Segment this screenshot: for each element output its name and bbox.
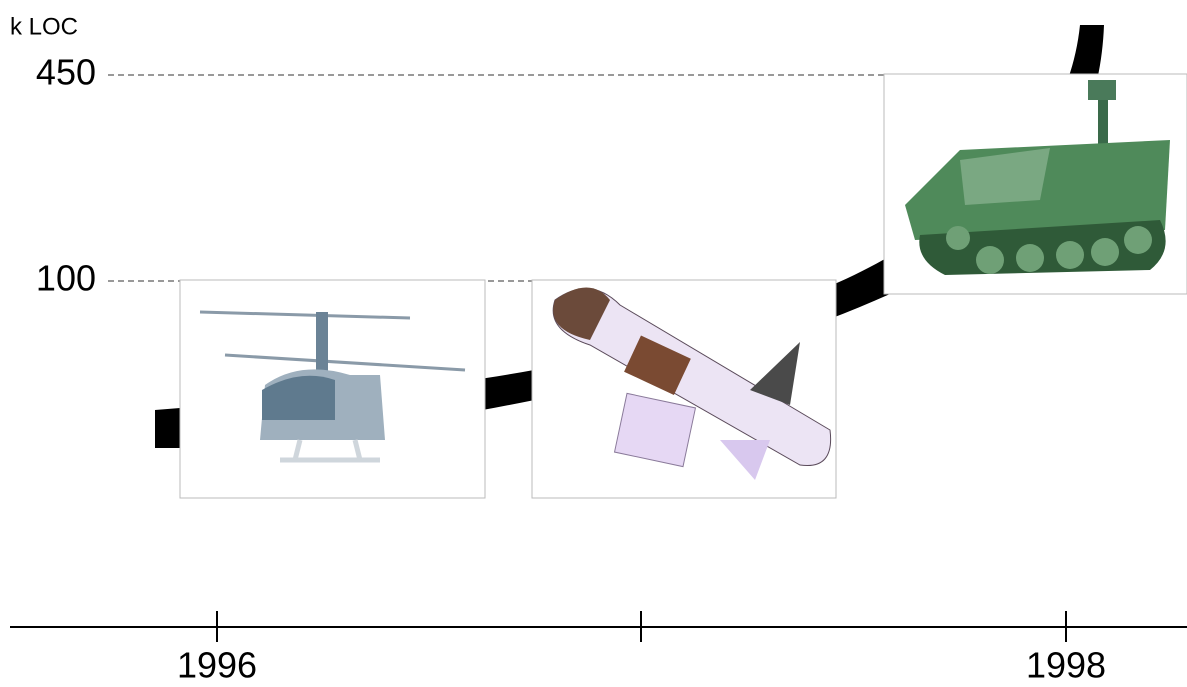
y-tick-label: 450 (36, 52, 96, 93)
y-axis-label: k LOC (10, 13, 78, 40)
tank-image (883, 73, 1187, 295)
x-tick-label: 1996 (177, 645, 257, 686)
x-tick-label: 1998 (1026, 645, 1106, 686)
missile-image (531, 279, 837, 499)
helicopter-image (179, 279, 486, 499)
y-tick-label: 100 (36, 258, 96, 299)
